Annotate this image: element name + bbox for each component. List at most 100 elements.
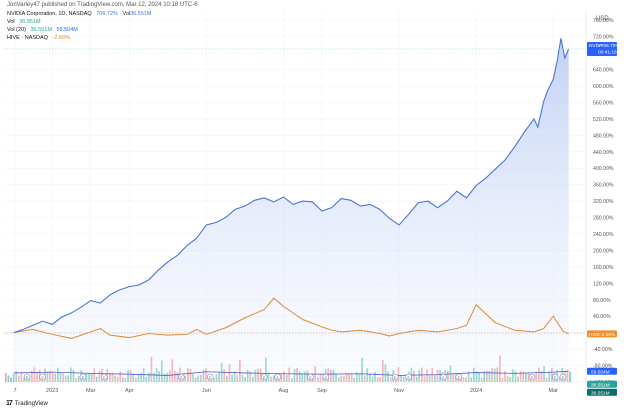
y-tick-label: 120.00% [593,281,614,287]
legend-vol20-value-1: 36.551M [30,27,52,33]
x-tick-label: Jun [202,388,211,394]
nvda-price-badge [587,42,617,56]
y-tick-label: 520.00% [593,117,614,123]
event-marker-icon[interactable] [440,373,447,381]
event-marker-glyph: E [82,376,85,380]
y-tick-label: 40.00% [593,314,611,320]
event-marker-icon[interactable] [322,373,330,381]
y-tick-label: 360.00% [593,183,614,189]
legend-row-main[interactable]: NVIDIA Corporation, 1D, NASDAQ 706.72% V… [7,11,152,17]
event-marker-icon[interactable] [405,373,413,381]
y-tick-label: 760.00% [593,18,614,24]
x-tick-label: Nov [394,388,404,394]
x-tick-label: Mar [86,388,96,394]
tradingview-logo: 17 TradingView [6,400,48,407]
legend-row-vol[interactable]: Vol 36.551M [7,19,41,25]
event-marker-icon[interactable] [177,373,185,381]
y-tick-label: -80.00% [593,364,613,370]
event-marker-glyph: E [458,376,461,380]
hive-badge-ticker: HIVE [589,332,600,338]
event-marker-icon[interactable] [307,373,314,381]
event-marker-glyph: E [325,376,328,380]
vol20-badge [587,367,617,375]
nvda-badge-change: +706.72% [598,43,620,49]
vol-badge [587,380,617,388]
y-tick-label: 640.00% [593,68,614,74]
legend-vol-label: Vol [7,19,15,25]
publish-caption: JonVarley47 published on TradingView.com… [7,2,198,8]
legend-row-hive[interactable]: HIVE · NASDAQ -2.66% [7,35,70,41]
x-tick-label: 2024 [470,388,482,394]
vol20-line [13,370,569,376]
legend-main-vol-value: 36.551M [130,11,152,17]
legend-row-vol20[interactable]: Vol (20) 36.551M 59.504M [7,27,78,33]
event-marker-icon[interactable] [559,373,567,381]
event-marker-glyph: E [554,376,557,380]
vol-badge-2 [587,388,617,396]
y-tick-label: 400.00% [593,166,614,172]
vol20-badge-value: 59.504M [591,369,610,375]
legend-hive-change: -2.66% [52,35,70,41]
brand-name: TradingView [14,400,48,407]
event-marker-icon[interactable] [260,373,268,381]
legend-vol20-value-2: 59.504M [56,27,78,33]
y-tick-label: -40.00% [593,347,613,353]
volume-bar [7,375,10,382]
event-marker-glyph: E [209,376,212,380]
legend-hive-label: HIVE · NASDAQ [7,35,48,41]
volume-bar [10,377,12,382]
volume-bar [569,371,571,382]
hive-badge-change: -2.66% [600,332,616,338]
legend-main-change: 706.72% [96,11,118,17]
event-marker-icon[interactable] [206,373,214,381]
event-marker-glyph: E [180,376,183,380]
x-tick-label: Apr [125,388,134,394]
y-tick-label: 240.00% [593,232,614,238]
x-tick-label: Sep [317,388,327,394]
y-tick-label: 200.00% [593,248,614,254]
event-marker-glyph: E [309,376,312,380]
y-tick-label: 560.00% [593,100,614,106]
event-marker-glyph: E [103,376,106,380]
event-marker-icon[interactable] [39,373,46,381]
price-badges: NVDA+706.72%00:41:18 HIVE -2.66% 59.504M 36.… [23,42,620,396]
event-marker-glyph: E [442,376,445,380]
y-tick-label: 160.00% [593,265,614,271]
nvda-line [13,38,570,334]
currency-label: USD [596,16,609,22]
x-tick-label: 2023 [46,388,58,394]
event-marker-icon[interactable] [551,373,559,381]
event-marker-icon[interactable] [23,373,31,381]
legend-vol-value: 36.551M [19,19,41,25]
legend-main-title: NVIDIA Corporation, 1D, NASDAQ [7,11,92,17]
nvda-badge-countdown: 00:41:18 [598,50,617,56]
x-axis: 7 2023 Mar Apr Jun Aug Sep Nov 2024 Mar [13,388,558,394]
event-marker-icon[interactable] [100,373,108,381]
x-tick-label: 7 [13,388,16,394]
vol-badge-value: 36.551M [591,382,610,388]
event-marker-icon[interactable] [528,373,536,381]
y-tick-label: 80.00% [593,298,611,304]
event-marker-glyph: E [263,376,266,380]
event-marker-icon[interactable] [79,373,87,381]
event-marker-glyph: E [394,376,397,380]
vol-badge-2-value: 36.551M [591,390,610,396]
y-tick-label: 320.00% [593,199,614,205]
y-tick-label: 480.00% [593,133,614,139]
volume-bar [5,372,7,382]
event-marker-glyph: E [26,376,29,380]
event-marker-glyph: E [276,376,279,380]
tradingview-mark-icon: 17 [6,400,13,407]
event-marker-icon[interactable] [391,373,399,381]
event-marker-icon[interactable] [455,373,463,381]
x-tick-label: Mar [548,388,558,394]
event-marker-glyph: E [531,376,534,380]
hive-price-badge [587,330,617,338]
event-marker-glyph: E [407,376,410,380]
x-tick-label: Aug [279,388,289,394]
nvda-badge-ticker: NVDA [589,43,603,49]
series-lines [4,38,586,383]
event-marker-icon[interactable] [274,373,281,381]
legend-vol20-label: Vol (20) [7,27,26,33]
